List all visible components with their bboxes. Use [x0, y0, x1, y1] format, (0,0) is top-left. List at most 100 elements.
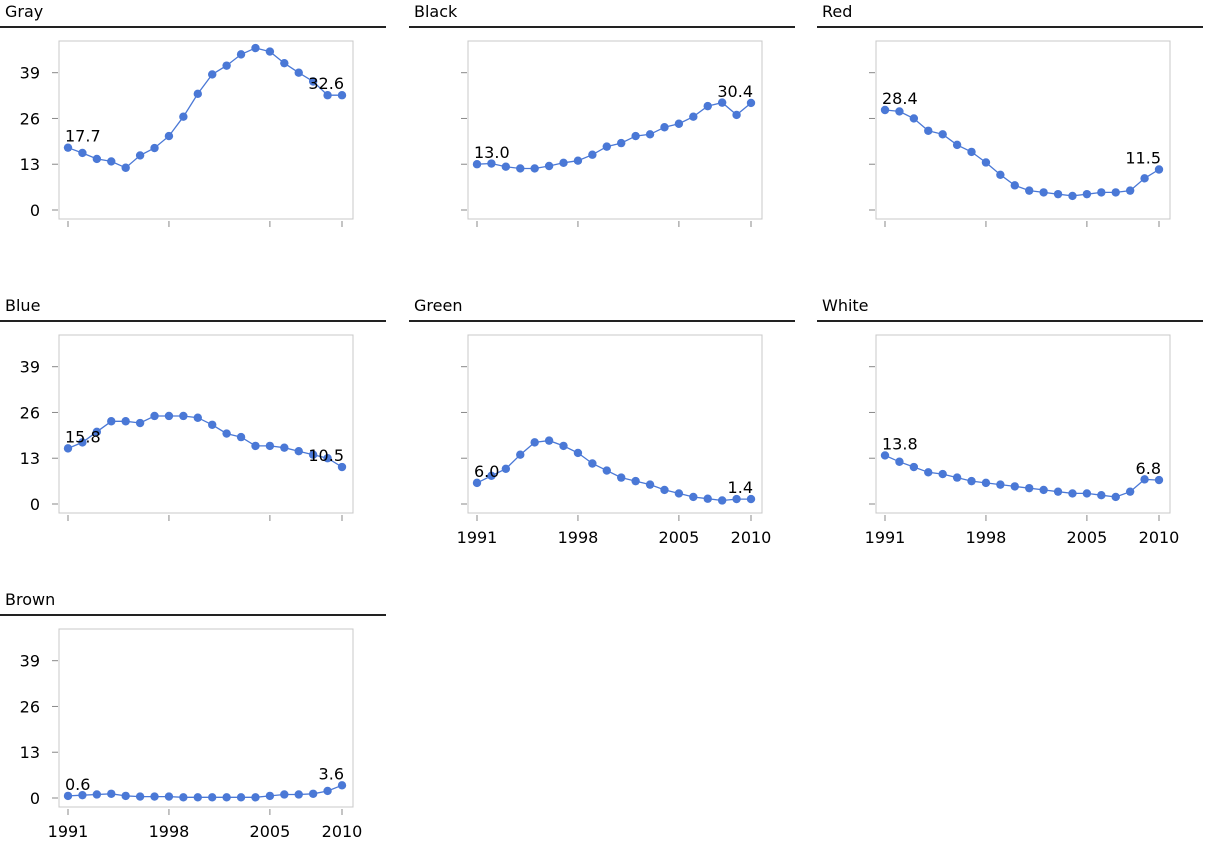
data-label-end: 30.4 [717, 82, 753, 101]
data-point [208, 793, 217, 802]
data-point [746, 494, 756, 504]
data-point [280, 443, 289, 452]
data-label-start: 17.7 [65, 127, 101, 146]
data-point [265, 47, 275, 56]
data-point [121, 163, 130, 172]
data-point [1053, 189, 1063, 199]
data-point [1082, 489, 1092, 498]
x-tick-label: 2005 [250, 822, 291, 841]
data-point [1111, 188, 1120, 197]
panel-title-rule [0, 320, 386, 322]
y-tick-label: 26 [20, 109, 40, 128]
data-label-end: 11.5 [1125, 149, 1161, 168]
data-point [1097, 188, 1106, 197]
data-point [1082, 189, 1092, 199]
data-point [92, 427, 102, 437]
data-point [193, 413, 202, 422]
data-point [981, 478, 991, 488]
data-label-end: 3.6 [319, 764, 344, 783]
x-tick-label: 2005 [1067, 528, 1108, 547]
panel-title: Brown [5, 590, 56, 609]
data-point [1053, 487, 1063, 496]
data-point [924, 468, 933, 477]
plot-frame [467, 334, 763, 514]
data-point [530, 438, 539, 447]
data-point [164, 792, 174, 801]
x-tick-label: 2010 [731, 528, 772, 547]
data-point [631, 476, 640, 486]
data-label-end: 6.8 [1136, 459, 1161, 478]
panel-title: Blue [5, 296, 41, 315]
data-point [952, 473, 962, 482]
data-point [78, 790, 87, 800]
plot-frame [467, 40, 763, 220]
y-tick-label: 13 [20, 449, 40, 468]
data-point [294, 790, 303, 799]
data-point [967, 476, 976, 486]
data-point [337, 781, 347, 790]
panel-title: Red [822, 2, 853, 21]
data-point [631, 131, 640, 141]
data-point [150, 143, 159, 153]
data-point [135, 792, 145, 801]
data-point [1039, 188, 1048, 197]
data-point [1025, 483, 1034, 493]
data-point [164, 131, 174, 141]
data-point [880, 451, 890, 460]
plot-frame [875, 334, 1171, 514]
x-tick-label: 2010 [1139, 528, 1180, 547]
data-label-end: 10.5 [308, 446, 344, 465]
data-point [689, 112, 698, 121]
data-point [92, 154, 102, 164]
data-point [1154, 475, 1164, 485]
data-point [501, 464, 511, 473]
data-point [265, 441, 275, 451]
data-point [674, 489, 684, 498]
data-point [1010, 181, 1019, 190]
data-label-start: 28.4 [882, 89, 918, 108]
data-point [164, 411, 174, 421]
data-label-start: 15.8 [65, 427, 101, 446]
data-point [909, 114, 919, 123]
panel-title-rule [0, 26, 386, 28]
data-point [1010, 482, 1019, 491]
data-point [251, 793, 260, 802]
data-point [981, 158, 991, 167]
data-point [208, 420, 217, 429]
y-tick-label: 0 [30, 201, 40, 220]
data-point [895, 457, 904, 466]
data-point [660, 123, 669, 132]
data-label-start: 0.6 [65, 775, 90, 794]
data-point [63, 444, 73, 453]
data-point [280, 58, 289, 68]
plot-frame [58, 628, 354, 808]
data-point [924, 126, 933, 135]
data-point [487, 471, 496, 481]
data-point [516, 450, 525, 459]
panel-title: White [822, 296, 869, 315]
data-point [1154, 165, 1164, 174]
x-tick-label: 1991 [48, 822, 89, 841]
data-point [308, 789, 318, 798]
data-point [222, 793, 231, 802]
data-point [501, 162, 511, 171]
y-tick-label: 39 [20, 652, 40, 671]
data-point [323, 786, 332, 796]
data-point [179, 793, 188, 802]
data-label-end: 1.4 [728, 478, 753, 497]
panel-title-rule [0, 614, 386, 616]
y-tick-label: 39 [20, 358, 40, 377]
data-point [1140, 475, 1149, 484]
data-point [107, 417, 116, 426]
y-tick-label: 13 [20, 743, 40, 762]
data-point [996, 170, 1005, 179]
data-point [530, 164, 539, 173]
data-point [251, 441, 260, 451]
panel-title-rule [409, 26, 795, 28]
data-point [323, 454, 332, 463]
panel-title-rule [409, 320, 795, 322]
data-point [236, 50, 246, 59]
data-point [1025, 186, 1034, 195]
data-point [1068, 489, 1077, 498]
